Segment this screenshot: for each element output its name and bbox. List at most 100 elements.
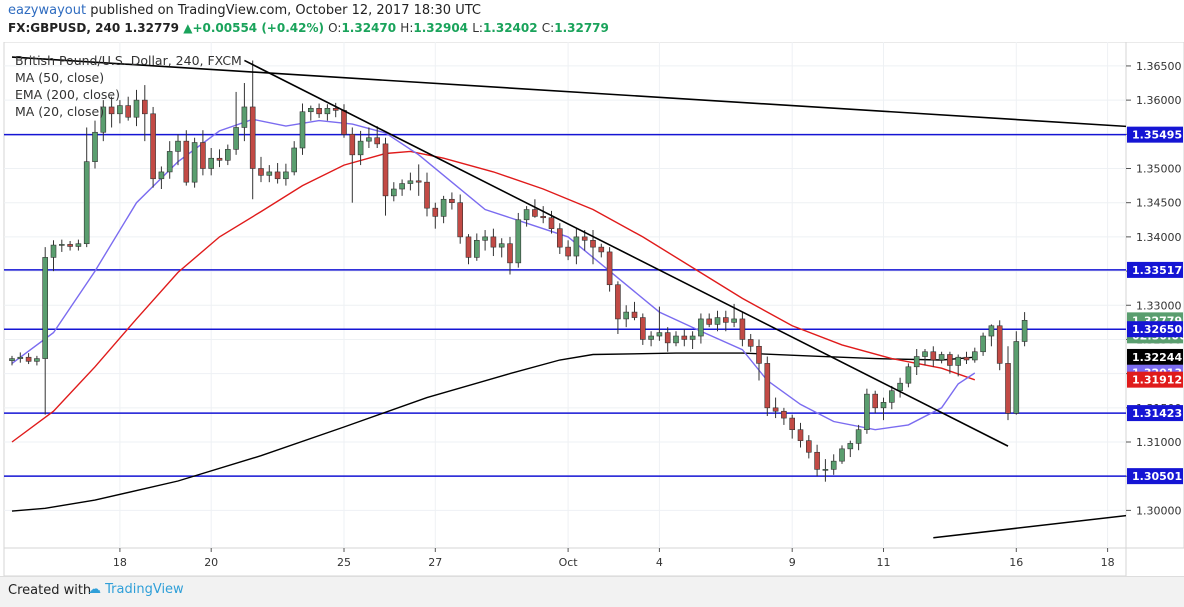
candle-body <box>75 243 82 247</box>
candle-body <box>590 239 596 248</box>
y-tick-label: 1.31000 <box>1136 436 1182 449</box>
candle-body <box>515 219 522 264</box>
legend-ma20[interactable]: MA (20, close) <box>15 104 105 119</box>
candle-body <box>440 198 447 217</box>
candle-body <box>631 311 638 318</box>
candle-body <box>971 351 978 361</box>
candle-body <box>200 142 206 169</box>
footer: Created with ☁ TradingView <box>0 576 1184 607</box>
cloud-icon: ☁ <box>88 582 101 597</box>
candle-body <box>532 209 538 217</box>
candle-body <box>830 460 837 470</box>
candle-body <box>291 147 298 173</box>
candle-body <box>598 246 605 253</box>
candle-body <box>955 356 962 366</box>
trendline <box>933 514 1126 539</box>
candle-body <box>465 236 472 258</box>
y-tick-label: 1.34500 <box>1136 197 1182 210</box>
candle-body <box>872 393 879 409</box>
legend-ma50[interactable]: MA (50, close) <box>15 70 105 85</box>
x-tick-label: 9 <box>789 556 796 569</box>
candle-body <box>639 317 646 340</box>
candle-body <box>540 216 547 219</box>
tradingview-brand: TradingView <box>105 582 184 597</box>
candle-body <box>498 243 505 248</box>
candle-body <box>855 429 862 444</box>
candle-body <box>681 335 688 340</box>
price-change: +0.00554 (+0.42%) <box>192 21 324 35</box>
candle-body <box>233 127 239 150</box>
price-tag-bg <box>1127 321 1183 338</box>
candle-body <box>449 198 455 203</box>
candle-body <box>142 99 148 115</box>
author-link[interactable]: eazywayout <box>8 3 87 18</box>
candle-body <box>714 317 721 325</box>
y-tick-label: 1.36000 <box>1136 94 1182 107</box>
price-tag-label: 1.33517 <box>1132 264 1182 277</box>
candle-body <box>656 332 663 337</box>
candle-body <box>905 366 912 384</box>
candle-body <box>814 451 820 470</box>
candle-body <box>565 246 571 257</box>
candle-body <box>556 228 563 248</box>
candle-body <box>67 244 73 247</box>
candle-body <box>864 393 870 431</box>
trendline <box>244 59 1009 447</box>
candle-body <box>17 356 24 359</box>
candle-body <box>847 443 854 450</box>
candle-body <box>50 244 57 258</box>
candle-body <box>133 99 140 118</box>
candle-body <box>357 140 364 156</box>
candle-body <box>947 354 953 366</box>
price-chart[interactable]: 1.365001.360001.355001.350001.345001.340… <box>0 42 1184 576</box>
candle-body <box>42 257 49 359</box>
x-tick-label: 20 <box>204 556 218 569</box>
candle-body <box>764 363 771 409</box>
candle-body <box>191 142 198 183</box>
published-text: published on TradingView.com, October 12… <box>90 3 481 18</box>
candle-body <box>432 207 439 217</box>
candle-body <box>1013 341 1020 414</box>
created-with-text: Created with <box>8 583 92 598</box>
candle-body <box>216 157 223 161</box>
candle-body <box>615 284 621 320</box>
candle-body <box>258 168 264 176</box>
price-tag-label: 1.31423 <box>1132 407 1182 420</box>
candle-body <box>415 180 422 183</box>
candle-body <box>283 171 289 180</box>
y-tick-label: 1.34000 <box>1136 231 1182 244</box>
candle-body <box>698 318 704 337</box>
candle-body <box>266 171 273 176</box>
candle-body <box>664 332 671 344</box>
candle-body <box>548 217 555 229</box>
candle-body <box>25 356 32 362</box>
candle-body <box>963 356 970 361</box>
candle-body <box>457 202 464 238</box>
candle-body <box>100 106 107 133</box>
candle-body <box>241 106 248 128</box>
publish-info: eazywayout published on TradingView.com,… <box>8 3 481 18</box>
candle-body <box>756 345 762 364</box>
candle-body <box>722 317 729 323</box>
candle-body <box>581 236 588 241</box>
candle-body <box>366 137 372 142</box>
price-tag-label: 1.30501 <box>1132 470 1182 483</box>
candle-body <box>789 417 796 431</box>
y-tick-label: 1.33000 <box>1136 299 1182 312</box>
symbol-name: FX:GBPUSD, 240 <box>8 21 121 35</box>
candle-body <box>183 140 190 183</box>
candle-body <box>482 236 488 241</box>
tradingview-logo[interactable]: ☁ TradingView <box>88 582 184 597</box>
candle-body <box>980 335 986 353</box>
price-tag-bg <box>1127 468 1183 485</box>
legend-ema200[interactable]: EMA (200, close) <box>15 87 120 102</box>
candle-body <box>150 113 156 180</box>
candle-body <box>424 181 430 209</box>
candle-body <box>332 108 339 111</box>
candle-body <box>349 134 356 156</box>
candle-body <box>706 318 713 325</box>
trendline <box>11 56 1126 128</box>
candle-body <box>125 105 131 118</box>
candle-body <box>731 318 737 323</box>
price-tag-label: 1.31912 <box>1132 374 1182 387</box>
